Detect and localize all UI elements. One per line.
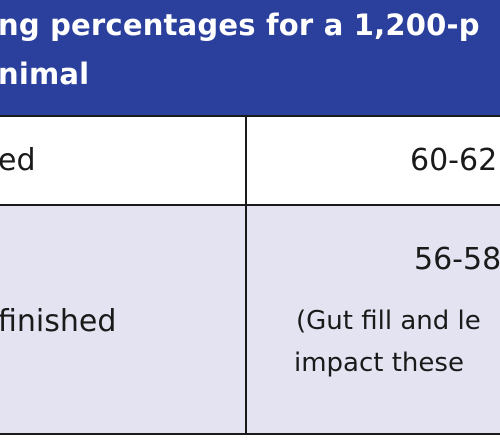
- row-note-line-1: (Gut fill and le: [296, 306, 481, 336]
- row-label: finished: [0, 304, 117, 339]
- row-value: 60-62: [410, 143, 498, 178]
- row-value: 56-58: [414, 242, 500, 277]
- table-title-line-2: nimal: [0, 57, 90, 91]
- table-header: ng percentages for a 1,200-p nimal: [0, 0, 500, 115]
- column-divider: [245, 115, 247, 435]
- table-row: finished 56-58 (Gut fill and le impact t…: [0, 204, 500, 435]
- row-note-line-2: impact these: [294, 348, 464, 378]
- table-bottom-border: [0, 433, 500, 442]
- table-body: ed 60-62 finished 56-58 (Gut fill and le…: [0, 115, 500, 442]
- row-label: ed: [0, 143, 36, 178]
- table-row: ed 60-62: [0, 115, 500, 204]
- table-title-line-1: ng percentages for a 1,200-p: [0, 8, 480, 42]
